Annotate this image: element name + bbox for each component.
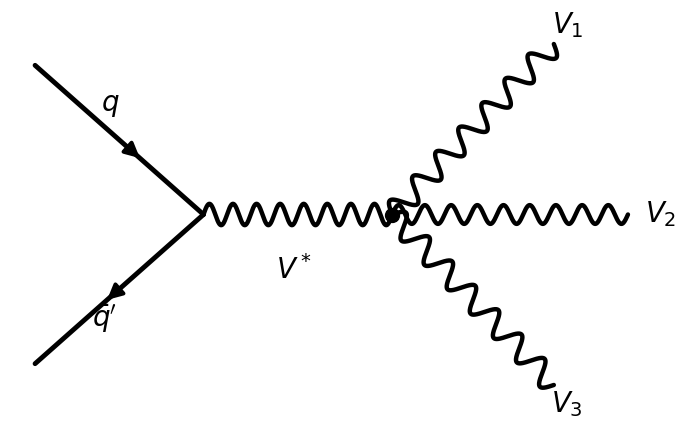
- Point: [386, 211, 397, 218]
- Text: $V_2$: $V_2$: [645, 199, 676, 230]
- Text: $V_3$: $V_3$: [551, 389, 583, 419]
- Text: $q$: $q$: [101, 92, 120, 119]
- Text: $\bar{q}'$: $\bar{q}'$: [92, 302, 118, 335]
- Text: $V_1$: $V_1$: [551, 10, 583, 40]
- Text: $V^*$: $V^*$: [276, 255, 313, 285]
